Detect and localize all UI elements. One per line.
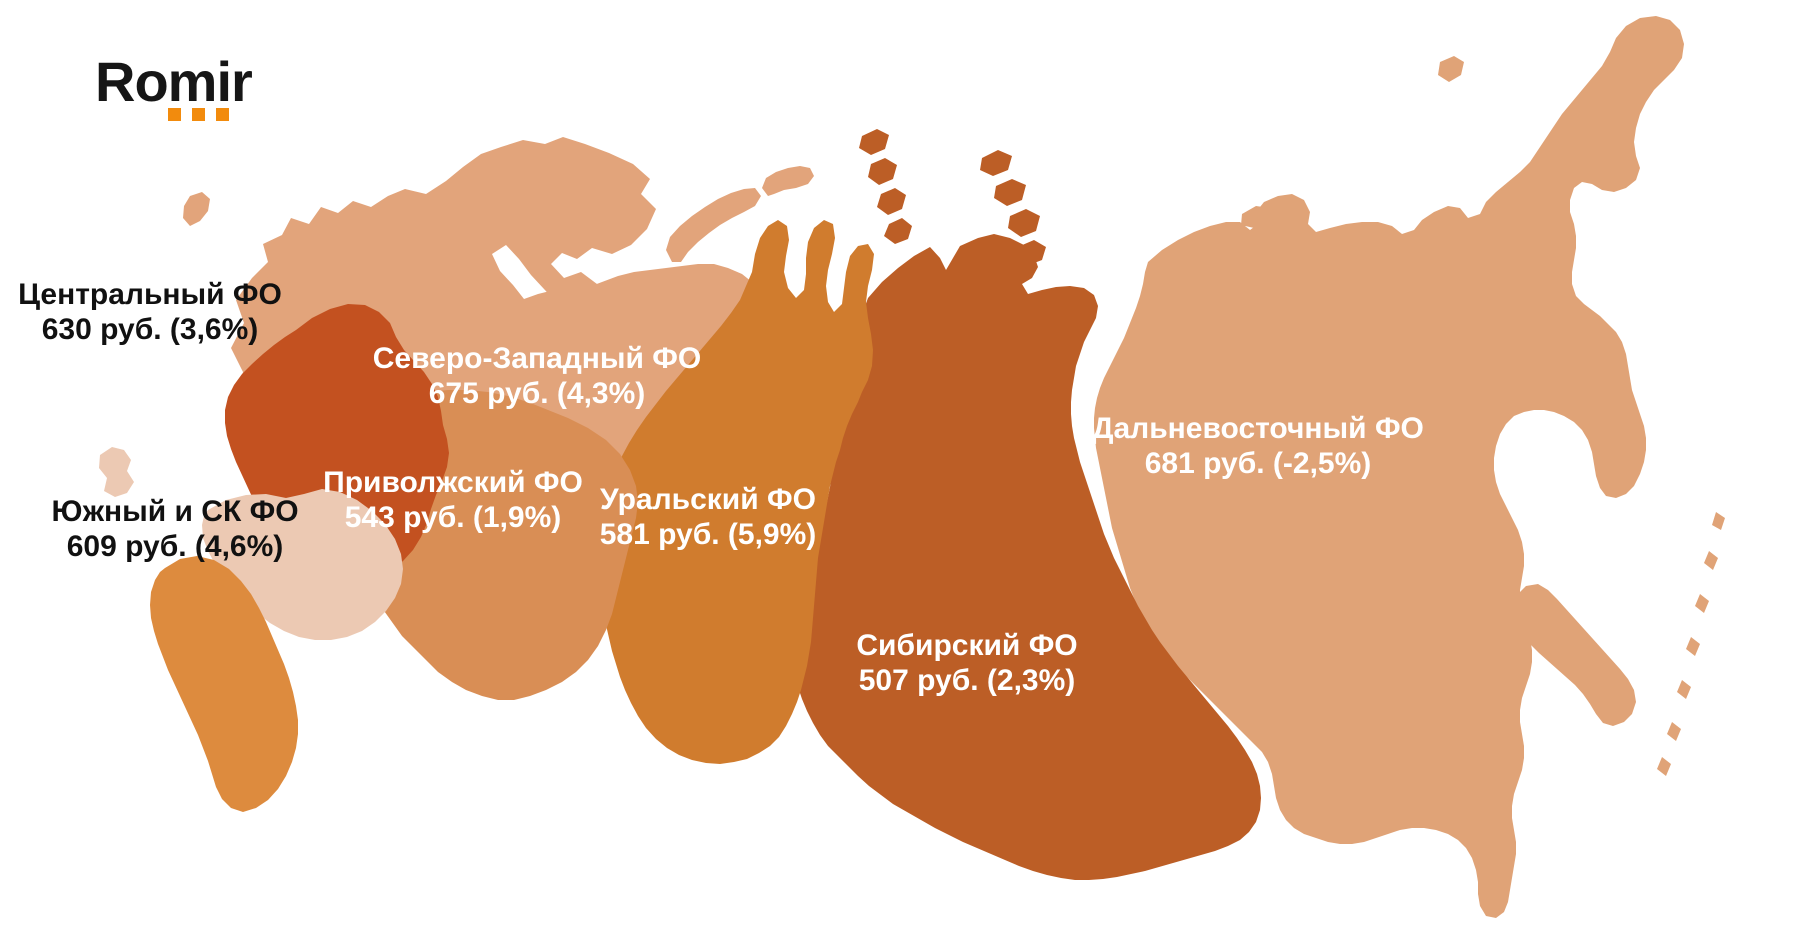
romir-logo-text: Romir — [95, 50, 253, 113]
region-name: Дальневосточный ФО — [1092, 412, 1424, 445]
region-name: Приволжский ФО — [323, 466, 583, 499]
logo-dot — [168, 108, 181, 121]
label-fareast-district: Дальневосточный ФО 681 руб. (-2,5%) — [1092, 411, 1424, 481]
romir-logo-dots — [95, 108, 355, 121]
logo-dot — [192, 108, 205, 121]
region-name: Северо-Западный ФО — [372, 342, 702, 375]
region-value: 507 руб. (2,3%) — [858, 664, 1076, 697]
region-name: Центральный ФО — [18, 278, 282, 311]
region-south-caucasus-shape — [150, 556, 298, 812]
label-northwest-district: Северо-Западный ФО 675 руб. (4,3%) — [373, 341, 702, 411]
label-siberia-district: Сибирский ФО 507 руб. (2,3%) — [856, 628, 1077, 698]
label-central-district: Центральный ФО 630 руб. (3,6%) — [18, 277, 282, 347]
label-south-district: Южный и СК ФО 609 руб. (4,6%) — [51, 494, 298, 564]
label-ural-district: Уральский ФО 581 руб. (5,9%) — [600, 482, 817, 552]
region-name: Уральский ФО — [600, 483, 816, 516]
romir-logo: Romir — [95, 52, 355, 121]
region-value: 681 руб. (-2,5%) — [1144, 447, 1372, 480]
region-value: 543 руб. (1,9%) — [344, 501, 562, 534]
label-volga-district: Приволжский ФО 543 руб. (1,9%) — [323, 465, 583, 535]
region-value: 581 руб. (5,9%) — [599, 518, 817, 551]
region-value: 675 руб. (4,3%) — [428, 377, 646, 410]
region-value: 630 руб. (3,6%) — [41, 313, 259, 346]
logo-dot — [216, 108, 229, 121]
region-fareast-shape — [1094, 16, 1725, 918]
region-name: Южный и СК ФО — [51, 495, 299, 528]
region-south-shape — [99, 447, 403, 640]
region-ural-shape — [600, 220, 874, 764]
region-siberia-shape — [792, 129, 1261, 880]
region-name: Сибирский ФО — [856, 629, 1078, 662]
region-value: 609 руб. (4,6%) — [66, 530, 284, 563]
